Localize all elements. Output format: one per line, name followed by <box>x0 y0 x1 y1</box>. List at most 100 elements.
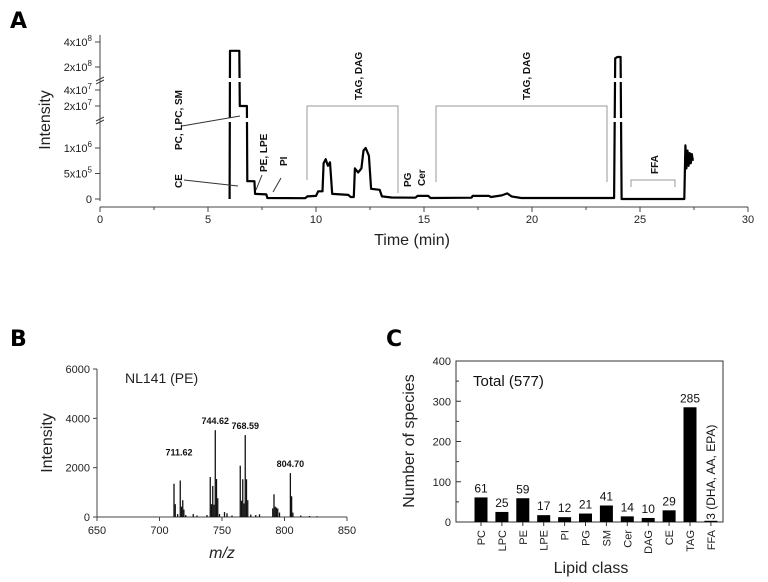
bracket <box>306 105 399 193</box>
panel-label-a: A <box>10 9 27 34</box>
x-tick-label: 10 <box>310 214 322 226</box>
x-tick-label: 650 <box>88 525 106 537</box>
x-tick-label: 700 <box>150 525 168 537</box>
panel-a-y-axis-label: Intensity <box>37 90 54 150</box>
peak-label: 768.59 <box>231 421 259 431</box>
y-tick-label: 300 <box>433 396 451 408</box>
y-tick-exponent: 6 <box>88 140 93 149</box>
x-tick-label: 800 <box>275 525 293 537</box>
axis-break-gap <box>101 78 748 82</box>
annotation-label: TAG, DAG <box>522 52 533 100</box>
x-tick-label: 15 <box>418 214 430 226</box>
y-tick-label: 0 <box>84 512 90 524</box>
y-tick-label: 4x108 <box>64 34 93 49</box>
annotation-label: PE, LPE <box>259 133 270 172</box>
bar-data-label: 17 <box>537 499 551 513</box>
bar-data-label: 61 <box>474 481 488 495</box>
y-tick-label: 6000 <box>66 364 90 376</box>
x-tick-label: PI <box>560 530 572 540</box>
panel-label-b: B <box>10 327 27 352</box>
x-tick-label: DAG <box>643 530 655 554</box>
x-tick-label: PC <box>476 530 488 545</box>
y-tick-label: 4x107 <box>64 82 93 97</box>
y-tick-label: 5x105 <box>64 166 93 181</box>
x-tick-label: FFA <box>706 529 718 550</box>
x-tick-label: 750 <box>213 525 231 537</box>
x-tick-label: PG <box>581 530 593 546</box>
x-tick-label: 25 <box>634 214 646 226</box>
bar-lpe <box>537 515 551 522</box>
x-tick-label: LPE <box>539 530 551 551</box>
bar-data-label: 41 <box>600 489 614 503</box>
y-tick-label: 0 <box>445 517 451 529</box>
y-tick-exponent: 7 <box>88 82 93 91</box>
x-tick-label: CE <box>664 530 676 545</box>
annotation-label: TAG, DAG <box>354 52 365 100</box>
bar-data-label: 3 (DHA, AA, EPA) <box>704 425 718 520</box>
y-tick-exponent: 8 <box>88 34 93 43</box>
y-tick-label: 100 <box>433 477 451 489</box>
bracket <box>435 105 608 182</box>
peak-label: 744.62 <box>202 416 230 426</box>
annotation-label: CE <box>174 174 185 188</box>
bar-data-label: 25 <box>495 496 509 510</box>
y-tick-label: 2000 <box>66 463 90 475</box>
x-tick-label: PE <box>518 530 530 545</box>
y-tick-base: 0 <box>86 194 92 206</box>
panel-a-x-axis-label: Time (min) <box>374 232 450 249</box>
x-tick-label: Cer <box>622 530 634 548</box>
bar-sm <box>599 505 613 522</box>
peak-label: 804.70 <box>277 459 305 469</box>
bracket <box>630 179 676 187</box>
x-tick-label: 30 <box>742 214 754 226</box>
bar-pe <box>516 498 530 522</box>
x-tick-label: 0 <box>97 214 103 226</box>
y-tick-exponent: 8 <box>88 59 93 68</box>
annotation-label: PI <box>279 156 290 166</box>
bar-data-label: 285 <box>680 391 700 405</box>
x-tick-label: LPC <box>497 530 509 551</box>
axis-break-gap <box>101 118 748 122</box>
bar-data-label: 29 <box>662 494 676 508</box>
bar-data-label: 59 <box>516 482 530 496</box>
annotation-arrow <box>272 177 282 193</box>
y-tick-label: 1x106 <box>64 140 93 155</box>
annotation-arrow <box>255 174 263 191</box>
y-tick-label: 400 <box>433 356 451 368</box>
bar-pg <box>579 513 592 522</box>
bar-tag <box>683 407 697 522</box>
y-tick-exponent: 7 <box>88 98 93 107</box>
y-tick-exponent: 5 <box>88 166 93 175</box>
annotation-label: PG <box>403 172 414 187</box>
panel-c-total-annotation: Total (577) <box>473 373 544 390</box>
panel-c-y-axis-label: Number of species <box>401 374 418 507</box>
bar-dag <box>641 517 655 522</box>
panel-b-title: NL141 (PE) <box>125 370 198 386</box>
bar-data-label: 14 <box>621 500 635 514</box>
annotation-label: FFA <box>650 155 661 174</box>
x-tick-label: 5 <box>205 214 211 226</box>
annotation-arrow <box>183 179 239 187</box>
panel-c-x-axis-label: Lipid class <box>554 560 629 577</box>
y-tick-label: 200 <box>433 437 451 449</box>
y-tick-label: 0 <box>86 194 92 206</box>
bar-pc <box>474 497 488 522</box>
annotation-label: Cer <box>417 169 428 186</box>
axis-break-mark <box>95 116 105 125</box>
annotation-label: PC, LPC, SM <box>174 90 185 150</box>
panel-b-y-axis-label: Intensity <box>39 413 56 473</box>
panel-c-bar-chart: Number of species Lipid class Total (577… <box>401 356 724 577</box>
panel-label-c: C <box>386 327 402 352</box>
y-tick-base: 2x10 <box>64 101 88 113</box>
y-tick-label: 2x108 <box>64 59 93 74</box>
axis-break-mark <box>95 76 105 85</box>
bar-data-label: 12 <box>558 501 572 515</box>
panel-b-spectrum: Intensity m/z NL141 (PE) 650 700 750 800 850… <box>39 364 356 562</box>
y-tick-base: 4x10 <box>64 37 88 49</box>
bar-cer <box>620 516 634 522</box>
y-tick-label: 2x107 <box>64 98 93 113</box>
bar-data-label: 21 <box>579 498 593 512</box>
bar-pi <box>558 517 572 522</box>
y-tick-base: 4x10 <box>64 85 88 97</box>
